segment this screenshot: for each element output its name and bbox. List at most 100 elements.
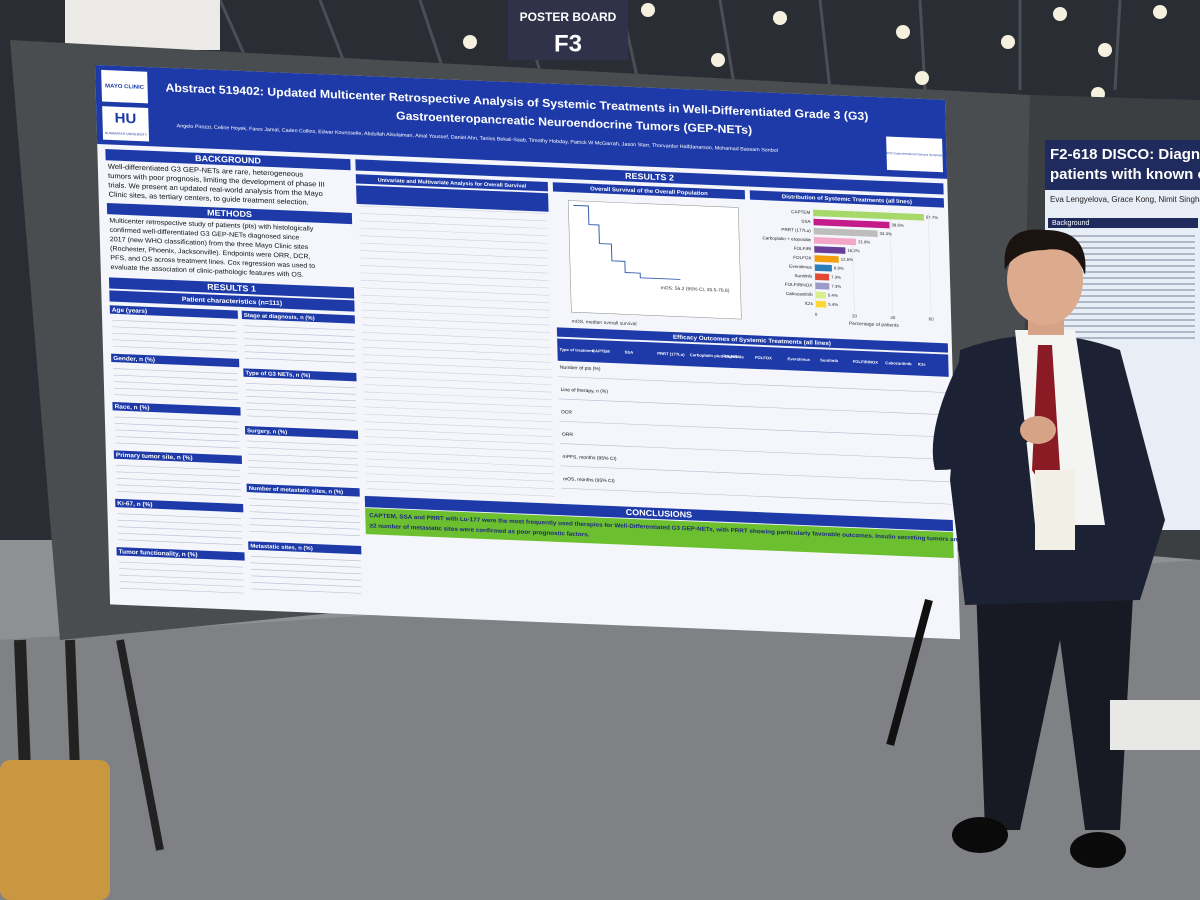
table-row-line (244, 351, 355, 357)
bar-value-label: 33.3% (880, 231, 893, 236)
table-row-line (114, 387, 239, 394)
table-row-line (116, 471, 241, 478)
section-heading: RESULTS 2 (625, 171, 674, 183)
ceiling-light (1098, 43, 1112, 57)
table-row-line (244, 344, 355, 350)
section-heading: CONCLUSIONS (626, 507, 693, 519)
conclusions-box (365, 508, 954, 559)
table-row-line (364, 421, 553, 430)
bar-value-label: 8.9% (834, 266, 844, 271)
bar-category: Sunitinib (794, 273, 812, 279)
table-group-band (115, 498, 244, 513)
neighbor-title: F2-618 DISCO: Diagnostic p (1050, 146, 1200, 163)
table-row-line (245, 383, 356, 389)
table-row-line (115, 436, 240, 442)
table-row-line (249, 511, 360, 517)
ceiling-light (1053, 7, 1067, 21)
table-row-line (366, 473, 555, 482)
table-row-line (560, 443, 952, 460)
bar (814, 264, 832, 272)
table-row-line (251, 575, 362, 581)
table-row-line (366, 480, 555, 490)
table-row-line (363, 361, 552, 371)
table-group-label: Age (years) (112, 307, 148, 315)
table-row-line (359, 220, 548, 229)
panel-title: Overall Survival of the Overall Populati… (590, 186, 708, 197)
badge (1035, 470, 1075, 550)
table-row-line (359, 227, 548, 237)
table-row-line (117, 526, 242, 533)
table-row-line (245, 357, 356, 363)
table-row-line (119, 574, 244, 581)
table-row-line (117, 513, 242, 520)
table-row-line (248, 498, 359, 504)
logo-hu: HU (114, 111, 136, 127)
table-header-cell: Cabozantinib (885, 360, 912, 366)
neighbor-section (1048, 218, 1198, 228)
table-row-line (246, 396, 357, 402)
bar (815, 291, 827, 299)
bar-category: PRRT (177Lu) (781, 227, 811, 233)
table-header-cell: Sunitinib (820, 358, 839, 364)
table-row-label: mPFS, months (95% CI) (562, 454, 617, 462)
bar-value-label: 39.6% (891, 222, 904, 227)
table-row-label: ORR (562, 432, 574, 438)
table-row-line (365, 451, 554, 460)
floor-shade (0, 560, 1200, 900)
table-row-line (361, 294, 550, 304)
table-row-line (114, 394, 239, 400)
table-row-line (362, 354, 551, 363)
bar (814, 246, 846, 254)
table-row-line (364, 428, 553, 438)
table-row-line (561, 487, 953, 505)
bar-category: FOLFIRINOX (785, 282, 813, 288)
table-group-label: Race, n (%) (114, 404, 149, 412)
table-group-label: Surgery, n (%) (247, 428, 287, 435)
neighbor-section-title: Background (1052, 220, 1089, 227)
table-row-line (559, 420, 951, 438)
table-row-line (112, 319, 237, 326)
table-header-cell: SSA (625, 350, 634, 355)
table-row-line (360, 257, 549, 266)
easel-leg (886, 598, 933, 746)
table-row-line (116, 465, 241, 471)
table-header-cell: ICIs (918, 362, 927, 367)
bar-category: Carboplatin + etoposide (762, 235, 811, 242)
bar-value-label: 12.6% (841, 257, 854, 262)
table-group-band (116, 547, 245, 561)
table-header-cell: FOLFOX (755, 355, 772, 361)
table-row-line (119, 581, 244, 587)
table-row-line (361, 317, 550, 326)
table-row-line (248, 466, 359, 472)
table-row-line (365, 458, 554, 467)
logo-humanitas: HUMANITAS UNIVERSITY (105, 131, 148, 137)
bar-value-label: 16.2% (847, 248, 860, 253)
presenter (886, 229, 1165, 868)
sign-label: POSTER BOARD (520, 10, 617, 24)
bar-category: Cabozantinib (786, 291, 813, 297)
table-group-band (241, 310, 355, 324)
table-row-line (116, 478, 241, 484)
table-row-line (249, 524, 360, 530)
poster-header (95, 65, 948, 179)
bar (815, 282, 830, 290)
sign-code: F3 (554, 30, 582, 57)
board-leg (116, 639, 164, 851)
table-row-label: DCR (561, 409, 573, 415)
bar (813, 209, 924, 221)
poster-board-sign (508, 0, 628, 60)
table-row-line (365, 436, 554, 445)
table-row-line (244, 338, 355, 344)
sponsor-box (886, 136, 944, 173)
table-row-line (116, 484, 241, 491)
logo-box (101, 69, 149, 104)
table-row-line (249, 517, 360, 523)
white-panel (65, 0, 220, 50)
table-group-label: Gender, n (%) (113, 355, 155, 363)
table-row-line (112, 339, 237, 346)
bar-category: Everolimus (789, 264, 813, 270)
table-group-band (248, 541, 362, 555)
table-row-line (365, 443, 554, 452)
